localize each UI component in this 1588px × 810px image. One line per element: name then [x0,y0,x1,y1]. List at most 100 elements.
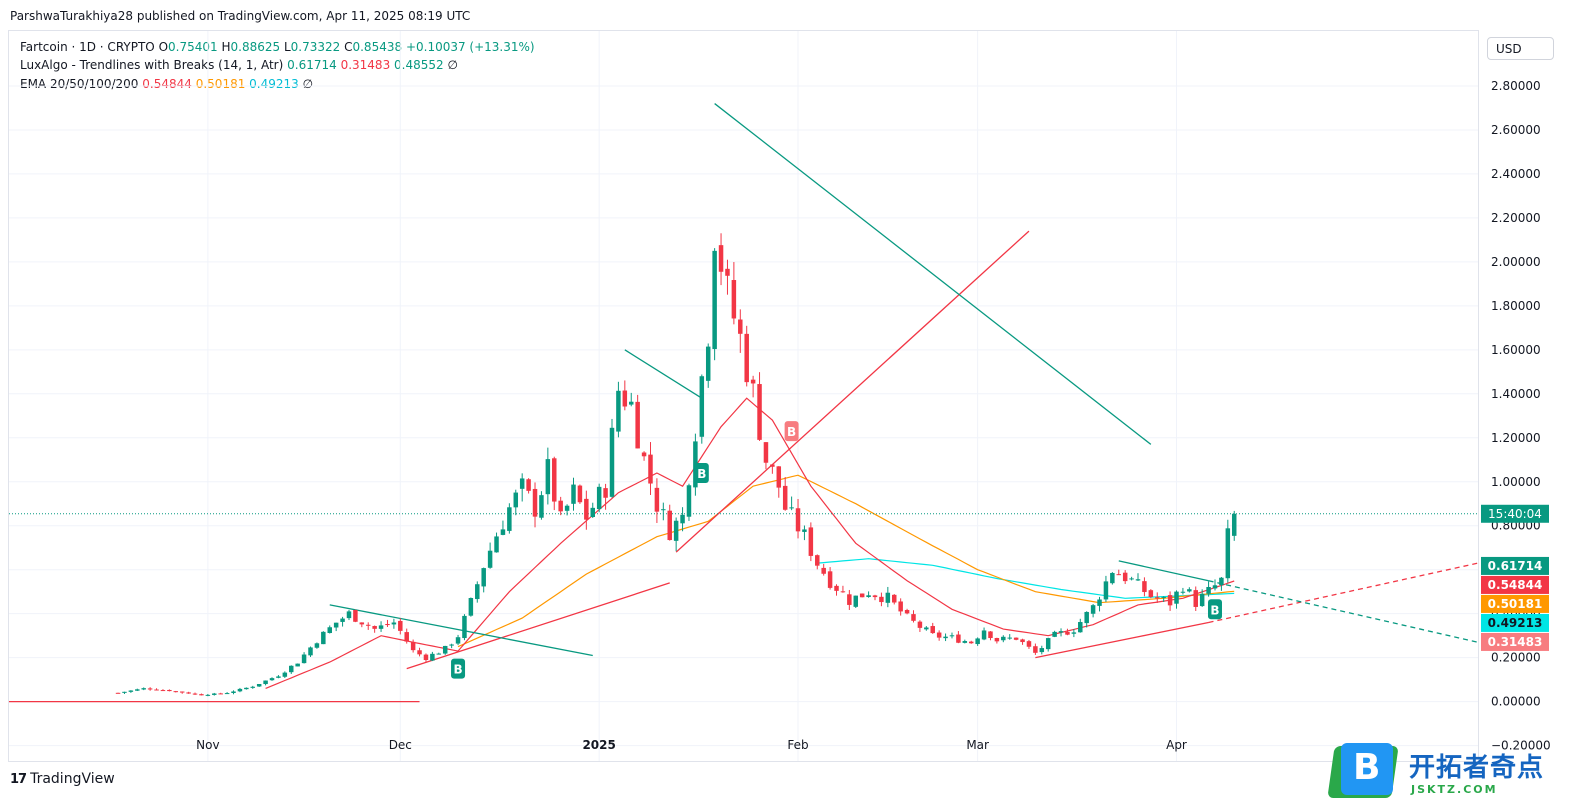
watermark-title: 开拓者奇点 [1409,753,1545,783]
candle-body [1078,622,1083,633]
candle-body [853,595,859,607]
close-label: C [344,40,353,54]
candle-body [1206,586,1211,594]
candle-body [718,245,724,272]
price-badge-label: 0.49213 [1488,616,1543,630]
candle-body [641,452,647,457]
chart-pane[interactable] [8,30,1479,762]
candle-body [365,624,371,626]
ema100-value: 0.49213 [249,77,299,91]
candle-body [192,693,198,695]
candle-body [776,466,782,488]
candle-body [802,529,807,532]
candle-body [481,568,486,587]
candle-body [872,595,878,598]
candle-body [1219,577,1224,586]
trendline-support [1035,621,1209,659]
candle-body [584,498,589,520]
candle-body [654,487,660,512]
candle-body [218,693,223,695]
candle-body [449,644,454,646]
price-chart[interactable]: B B B B 2.80000 2.60000 2.40000 2.20000 2.00000… [0,0,1588,770]
price-badges: 15:40:04 0.61714 0.54844 0.50181 0.49213 0.31… [1481,504,1549,651]
y-tick-label: 1.60000 [1491,343,1541,357]
candle-body [558,500,563,512]
candle-body [1187,589,1192,592]
ema-name: EMA 20/50/100/200 [20,77,139,91]
x-tick-label: 2025 [582,738,615,752]
y-tick-label: 2.40000 [1491,167,1541,181]
candle-body [186,692,191,694]
candle-body [526,479,531,491]
candle-body [122,691,127,693]
y-tick-label: 2.00000 [1491,255,1541,269]
open-label: O [158,40,169,54]
candle-body [205,694,211,696]
candle-body [628,401,634,405]
watermark-logo-front [1341,743,1393,795]
candle-body [673,520,679,541]
high-label: H [221,40,231,54]
candle-body [539,495,544,518]
candle-body [173,691,179,693]
candles [115,233,1237,697]
trendline-resistance [329,604,593,657]
ema50-line [457,474,1235,648]
candle-body [1174,591,1179,604]
gridlines [9,31,1478,761]
candle-body [160,690,166,692]
candle-body [1001,636,1006,641]
trendline-resistance [1208,580,1479,643]
x-tick-label: Nov [196,738,219,752]
candle-body [782,485,788,510]
candle-body [552,458,557,502]
trendline-resistance [714,103,1152,445]
signal-badge [694,462,709,483]
candle-body [686,485,692,517]
candle-body [738,319,743,334]
candle-body [750,379,756,384]
candle-body [968,641,974,644]
ema-legend[interactable]: EMA 20/50/100/200 0.54844 0.50181 0.4921… [20,77,313,91]
candle-body [1193,590,1198,607]
candle-body [699,376,705,437]
candle-body [667,510,672,541]
candle-body [1071,632,1077,634]
candle-body [263,680,268,685]
candle-body [289,665,294,673]
candle-body [442,645,448,654]
candle-body [1045,638,1051,650]
change-value: +0.10037 (+13.31%) [405,40,535,54]
candle-body [430,653,435,661]
candle-body [1148,590,1154,597]
candle-body [398,620,403,631]
y-tick-label: 0.20000 [1491,651,1541,665]
y-tick-label: 1.00000 [1491,475,1541,489]
x-tick-label: Apr [1166,738,1187,752]
candle-body [898,601,903,612]
symbol-name[interactable]: Fartcoin · 1D · CRYPTO [20,40,155,54]
trendline-resistance [1118,560,1209,582]
candle-body [1007,637,1012,639]
candle-body [282,672,288,677]
y-tick-label: 1.20000 [1491,431,1541,445]
candle-body [1097,599,1102,606]
candle-body [128,690,134,692]
low-label: L [283,40,291,54]
empty-set-icon: ∅ [447,58,458,72]
candle-body [417,650,422,655]
candle-body [866,595,871,597]
candle-body [943,636,948,639]
candle-body [359,622,365,625]
candle-body [462,615,467,639]
luxalgo-legend[interactable]: LuxAlgo - Trendlines with Breaks (14, 1,… [20,58,458,72]
currency-selector[interactable]: USD [1487,37,1554,60]
tradingview-logo[interactable]: 17 TradingView [10,771,115,787]
x-tick-label: Feb [787,738,808,752]
luxalgo-value-3: 0.48552 [394,58,444,72]
ema100-line [817,558,1235,599]
y-tick-label: 1.40000 [1491,387,1541,401]
candle-body [532,488,538,517]
candle-body [1155,597,1160,599]
candle-body [346,611,352,619]
